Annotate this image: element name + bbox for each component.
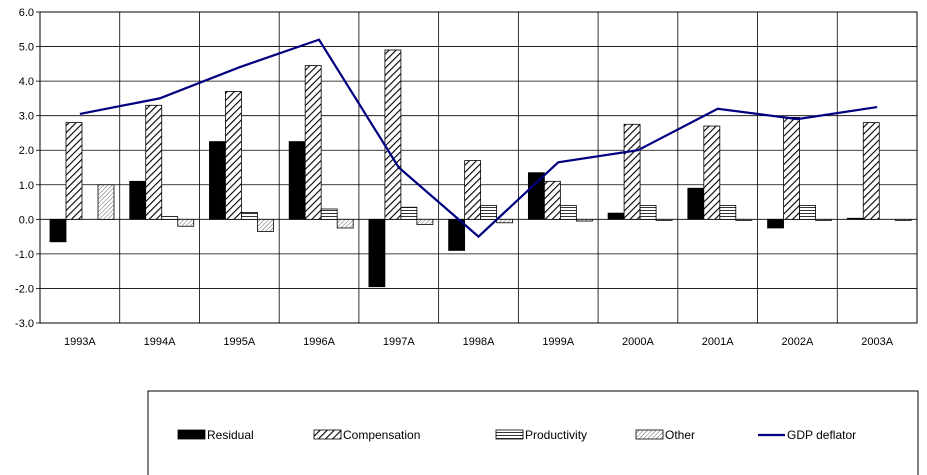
bar-residual bbox=[607, 212, 625, 220]
bar-productivity bbox=[799, 205, 816, 220]
bar-compensation bbox=[65, 122, 83, 220]
bar-other bbox=[496, 218, 514, 224]
bar-productivity bbox=[719, 205, 737, 220]
x-tick-label: 2002A bbox=[782, 336, 814, 348]
y-tick-label: 0.0 bbox=[19, 214, 34, 226]
bar-residual bbox=[687, 187, 705, 220]
y-tick-label: -3.0 bbox=[15, 318, 34, 330]
bar-residual bbox=[129, 180, 147, 220]
bar-productivity bbox=[400, 206, 418, 220]
bar-compensation bbox=[783, 116, 800, 220]
y-tick-label: 4.0 bbox=[19, 76, 34, 88]
x-tick-label: 1998A bbox=[463, 336, 495, 348]
bar-other bbox=[815, 218, 832, 221]
legend-label-other: Other bbox=[665, 428, 695, 442]
bar-other bbox=[336, 218, 354, 229]
bar-residual bbox=[448, 218, 466, 251]
x-tick-label: 2001A bbox=[702, 336, 734, 348]
y-tick-label: -1.0 bbox=[15, 249, 34, 261]
legend-swatch-compensation bbox=[313, 429, 342, 440]
bar-compensation bbox=[384, 49, 402, 220]
x-tick-label: 1996A bbox=[303, 336, 335, 348]
bar-other bbox=[257, 218, 274, 232]
bar-compensation bbox=[703, 125, 721, 220]
bar-productivity bbox=[639, 205, 657, 220]
x-tick-label: 1993A bbox=[64, 336, 96, 348]
bar-other bbox=[575, 218, 593, 222]
legend: Residual Compensation Productivity Other GDP… bbox=[147, 390, 919, 475]
bar-compensation bbox=[543, 180, 561, 220]
legend-swatch-other bbox=[635, 429, 664, 440]
bar-other bbox=[735, 218, 753, 221]
x-tick-label: 2000A bbox=[622, 336, 654, 348]
bar-other bbox=[416, 218, 434, 225]
bar-other bbox=[97, 184, 115, 220]
x-tick-label: 2003A bbox=[861, 336, 893, 348]
bar-residual bbox=[767, 218, 784, 229]
bar-residual bbox=[527, 172, 545, 220]
bar-compensation bbox=[304, 65, 322, 220]
x-tick-label: 1994A bbox=[144, 336, 176, 348]
bar-productivity bbox=[161, 216, 179, 220]
bar-other bbox=[655, 218, 673, 221]
bar-other bbox=[894, 218, 912, 221]
bar-residual bbox=[288, 141, 306, 220]
bar-residual bbox=[368, 218, 386, 288]
legend-label-compensation: Compensation bbox=[343, 428, 420, 442]
legend-label-residual: Residual bbox=[207, 428, 254, 442]
x-tick-label: 1995A bbox=[223, 336, 255, 348]
bar-compensation bbox=[464, 160, 482, 220]
bar-productivity bbox=[480, 205, 498, 220]
legend-swatch-productivity bbox=[495, 429, 524, 440]
bar-compensation bbox=[145, 104, 163, 220]
bar-residual bbox=[209, 141, 226, 220]
legend-swatch-residual bbox=[177, 429, 206, 440]
legend-label-productivity: Productivity bbox=[525, 428, 587, 442]
y-tick-label: 1.0 bbox=[19, 180, 34, 192]
bar-compensation bbox=[225, 91, 242, 220]
x-tick-label: 1997A bbox=[383, 336, 415, 348]
bar-productivity bbox=[559, 205, 577, 220]
x-tick-label: 1999A bbox=[542, 336, 574, 348]
bar-residual bbox=[846, 217, 864, 220]
y-tick-label: 5.0 bbox=[19, 42, 34, 54]
bar-compensation bbox=[623, 123, 641, 220]
bar-productivity bbox=[241, 212, 258, 220]
bar-productivity bbox=[320, 208, 338, 220]
y-tick-label: 2.0 bbox=[19, 145, 34, 157]
y-tick-label: 3.0 bbox=[19, 111, 34, 123]
y-tick-label: 6.0 bbox=[19, 7, 34, 19]
legend-label-gdp-deflator: GDP deflator bbox=[787, 428, 856, 442]
bar-compensation bbox=[862, 122, 880, 220]
bar-residual bbox=[49, 218, 67, 243]
y-tick-label: -2.0 bbox=[15, 283, 34, 295]
plot-area: 6.0 5.0 4.0 3.0 2.0 1.0 0.0 -1.0 -2.0 -3.0 1993A 19… bbox=[15, 7, 918, 348]
legend-box bbox=[147, 390, 919, 475]
bar-other bbox=[177, 218, 195, 227]
